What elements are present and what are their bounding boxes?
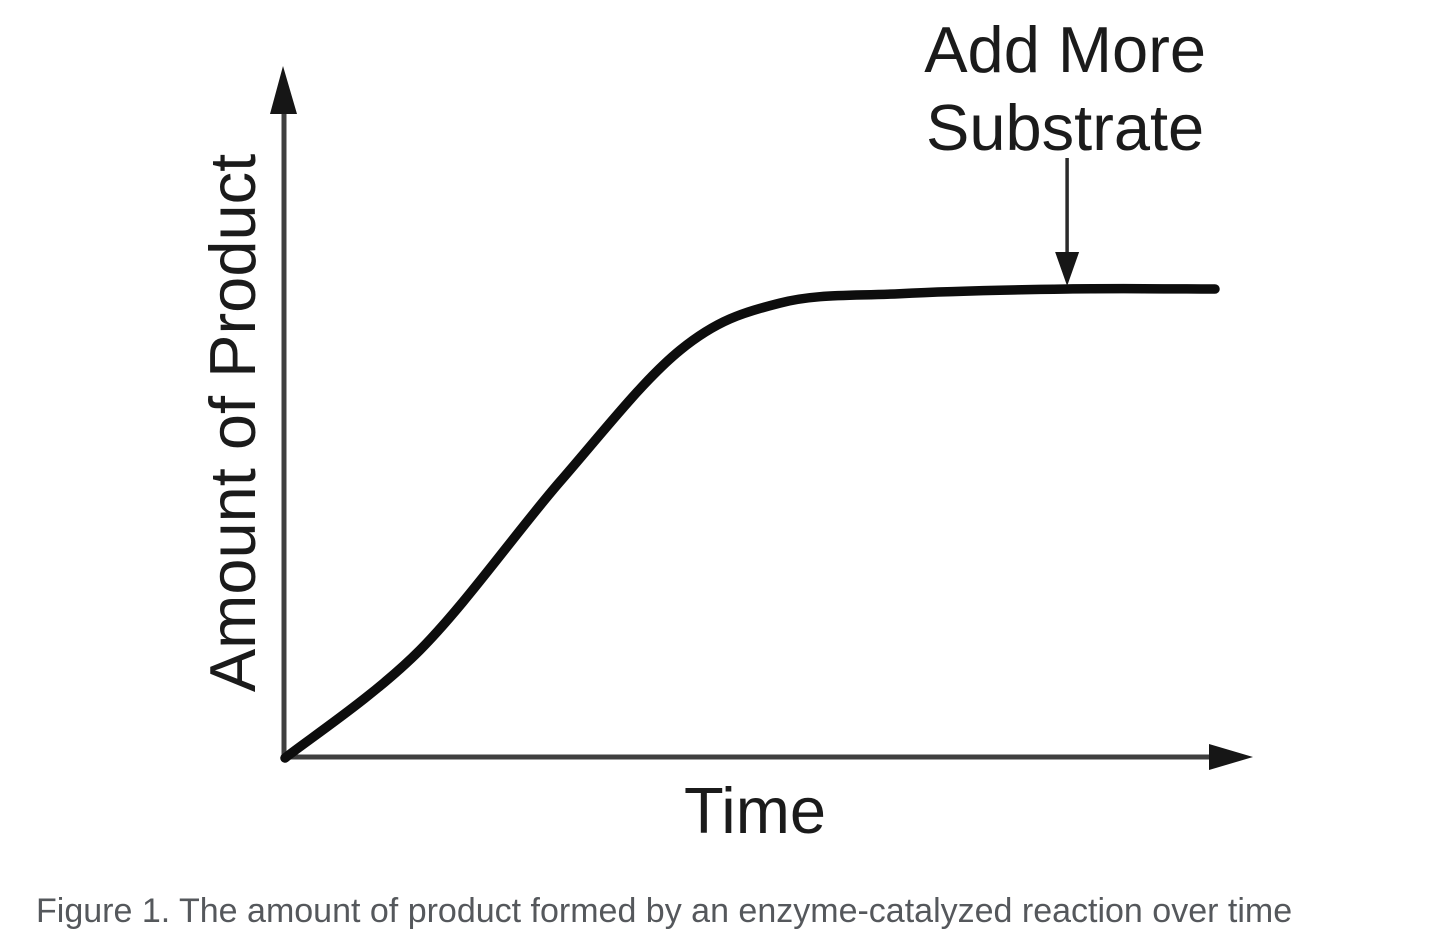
annotation-line-1: Add More — [924, 13, 1206, 86]
annotation-line-2: Substrate — [926, 91, 1204, 164]
y-axis-label: Amount of Product — [196, 154, 269, 692]
product-curve — [280, 283, 1220, 763]
x-axis-label: Time — [684, 774, 826, 847]
enzyme-reaction-chart: Add More Substrate Amount of Product Tim… — [196, 13, 1253, 847]
y-axis-arrowhead — [270, 66, 297, 114]
x-axis-arrowhead — [1209, 744, 1253, 770]
figure-caption: Figure 1. The amount of product formed b… — [36, 892, 1293, 930]
annotation-arrowhead — [1055, 252, 1080, 286]
